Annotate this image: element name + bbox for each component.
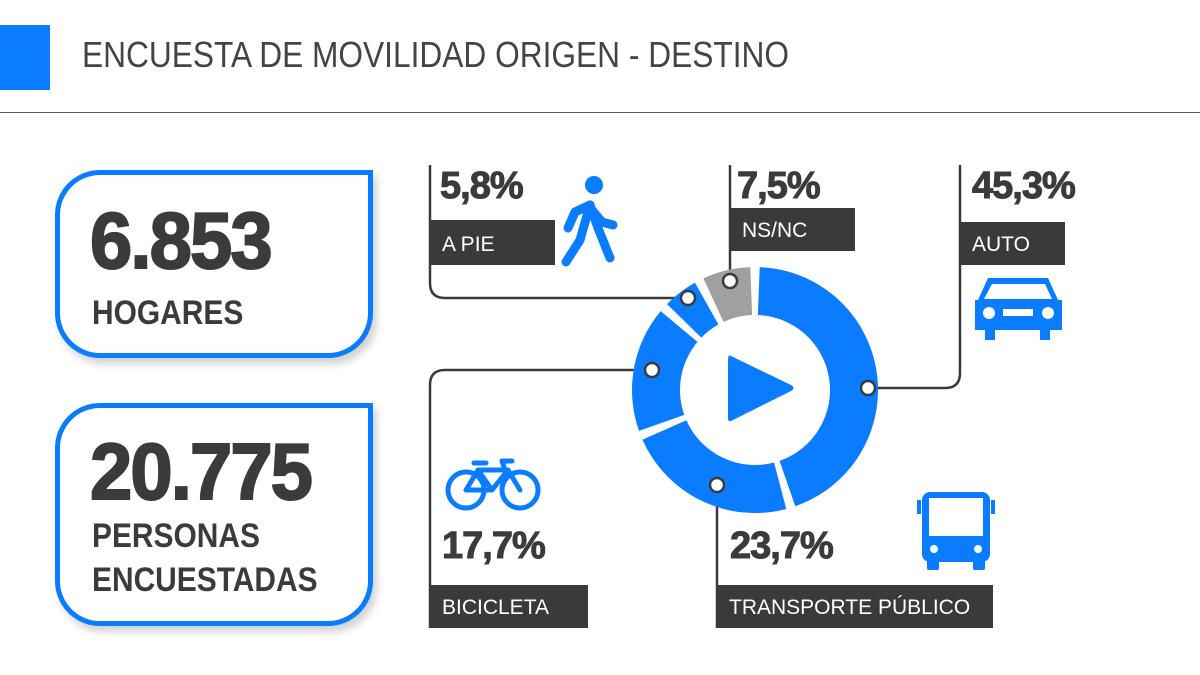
leader-dot	[679, 289, 697, 307]
bus-icon	[917, 492, 995, 570]
households-value: 6.853	[89, 195, 273, 286]
leader-dot	[643, 361, 661, 379]
donut-slice-transporte-p-blico	[642, 420, 787, 513]
bicicleta-percent: 17,7%	[442, 525, 547, 568]
donut-slice-a-pie	[666, 282, 719, 338]
a-pie-label: A PIE	[430, 220, 555, 265]
transporte-label: TRANSPORTE PÚBLICO	[717, 585, 993, 628]
accent-square	[0, 25, 50, 90]
auto-percent: 45,3%	[972, 165, 1077, 208]
nsnc-label: NS/NC	[730, 208, 855, 251]
bicicleta-label: BICICLETA	[430, 585, 588, 628]
play-icon	[728, 355, 794, 422]
leader-dot	[721, 272, 739, 290]
leader-dot	[708, 476, 726, 494]
walking-person-icon	[561, 176, 618, 267]
auto-label: AUTO	[960, 222, 1065, 265]
leader-line-bicicleta	[428, 368, 652, 628]
donut-slice-ns-nc	[703, 267, 753, 322]
transporte-percent: 23,7%	[730, 525, 835, 568]
a-pie-percent: 5,8%	[440, 165, 525, 208]
leader-dot	[859, 379, 877, 397]
car-icon	[975, 278, 1062, 340]
nsnc-percent: 7,5%	[737, 165, 822, 208]
bicycle-icon	[445, 458, 541, 511]
page-title: ENCUESTA DE MOVILIDAD ORIGEN - DESTINO	[82, 34, 790, 75]
donut-slice-auto	[757, 267, 878, 507]
donut-slice-bicicleta	[632, 311, 698, 431]
people-value: 20.775	[89, 426, 314, 517]
stat-card-people: 20.775 PERSONAS ENCUESTADAS	[55, 403, 373, 626]
people-label-line1: PERSONAS	[92, 517, 260, 555]
leader-line-a-pie	[428, 165, 688, 300]
divider	[0, 112, 1200, 113]
leader-line-auto	[868, 165, 962, 390]
stat-card-households: 6.853 HOGARES	[55, 170, 373, 358]
households-label: HOGARES	[92, 294, 244, 332]
people-label-line2: ENCUESTADAS	[92, 561, 318, 599]
